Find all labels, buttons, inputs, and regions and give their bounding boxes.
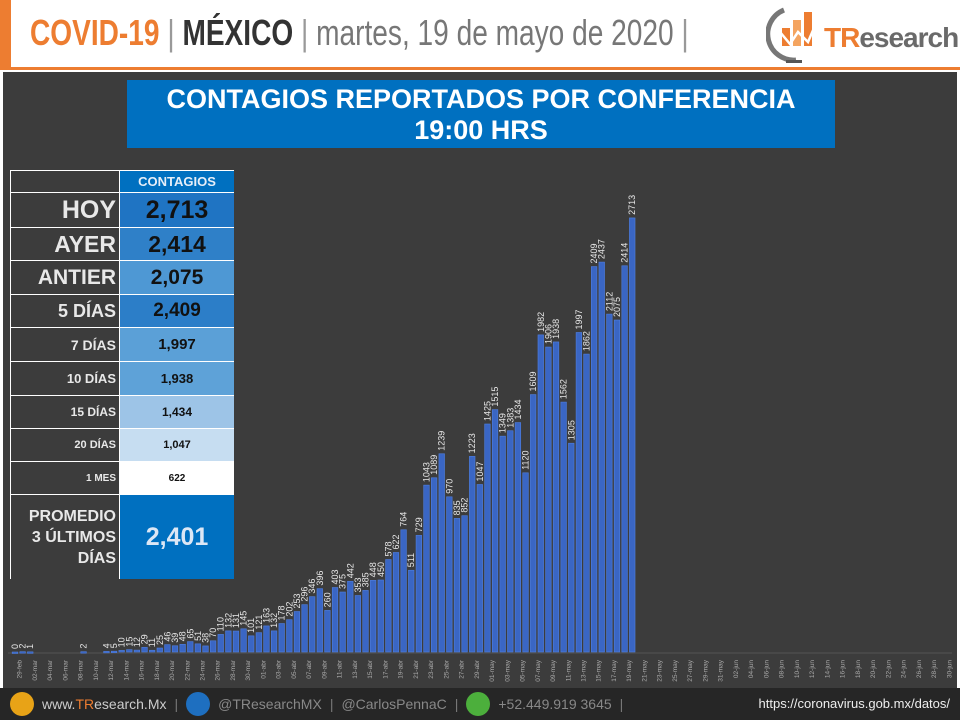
twitter-icon [186,692,211,716]
kpi-row: 5 DÍAS 2,409 [11,295,234,328]
title-separator: | [167,12,175,53]
kpi-row-value: 1,938 [120,362,234,395]
kpi-row-value: 2,713 [120,193,234,227]
kpi-row: HOY 2,713 [11,193,234,228]
kpi-row: 15 DÍAS 1,434 [11,396,234,429]
kpi-row-label: 5 DÍAS [11,295,120,327]
logo-text: TResearch [824,22,959,54]
kpi-header-empty [11,171,120,192]
kpi-row-value: 2,414 [120,228,234,260]
footer-separator: | [454,696,459,712]
kpi-average-row: PROMEDIO 3 ÚLTIMOS DÍAS 2,401 [11,495,234,579]
title-separator: | [301,12,309,53]
kpi-table: CONTAGIOS HOY 2,713 AYER 2,414 ANTIER 2,075 5 … [10,170,234,579]
tresearch-logo: TResearch [765,2,960,64]
website-prefix: www. [42,696,76,712]
footer: www.TResearch.Mx | @TResearchMX | @Carlo… [0,688,960,720]
title-separator: | [681,12,689,53]
website-tr: TR [75,696,95,712]
globe-icon [10,692,34,716]
logo-text-tr: TR [824,22,860,53]
kpi-row-value: 2,409 [120,295,234,327]
chart-title-line2: 19:00 HRS [414,115,548,145]
kpi-row-label: 20 DÍAS [11,429,120,461]
chart-title-line1: CONTAGIOS REPORTADOS POR CONFERENCIA [166,84,796,114]
kpi-row: 1 MES 622 [11,462,234,495]
footer-separator: | [329,696,334,712]
kpi-row-value: 2,075 [120,261,234,294]
logo-chart-icon [765,7,822,63]
footer-source-url[interactable]: https://coronavirus.gob.mx/datos/ [758,696,950,711]
footer-phone: +52.449.919 3645 [498,696,612,712]
logo-text-rest: esearch [859,22,959,53]
kpi-row-value: 622 [120,462,234,494]
title-date: martes, 19 de mayo de 2020 [316,12,674,53]
title-covid: COVID-19 [30,12,160,53]
kpi-average-label: PROMEDIO 3 ÚLTIMOS DÍAS [11,495,120,579]
kpi-row-label: ANTIER [11,261,120,294]
kpi-row-label: 15 DÍAS [11,396,120,428]
kpi-header-row: CONTAGIOS [11,170,234,193]
title-country: MÉXICO [182,12,294,53]
kpi-row: 10 DÍAS 1,938 [11,362,234,396]
kpi-row: 7 DÍAS 1,997 [11,328,234,362]
kpi-row: ANTIER 2,075 [11,261,234,295]
whatsapp-icon [466,692,491,716]
kpi-row-label: AYER [11,228,120,260]
page-title: COVID-19 | MÉXICO | martes, 19 de mayo d… [30,12,689,54]
kpi-row-value: 1,997 [120,328,234,361]
kpi-row-value: 1,434 [120,396,234,428]
kpi-column-header: CONTAGIOS [120,171,234,192]
kpi-row: 20 DÍAS 1,047 [11,429,234,462]
kpi-average-value: 2,401 [120,495,234,579]
footer-twitter[interactable]: @TResearchMX [218,696,322,712]
footer-twitter2[interactable]: @CarlosPennaC [341,696,447,712]
average-label-line: DÍAS [77,549,116,567]
kpi-row-label: 1 MES [11,462,120,494]
footer-website[interactable]: www.TResearch.Mx [42,696,166,712]
average-label-line: PROMEDIO [28,507,116,525]
kpi-row-label: HOY [11,193,120,227]
kpi-row: AYER 2,414 [11,228,234,261]
header-accent-bar [0,0,11,70]
kpi-row-value: 1,047 [120,429,234,461]
website-rest: esearch.Mx [94,696,167,712]
kpi-row-label: 10 DÍAS [11,362,120,395]
footer-separator: | [174,696,179,712]
header: COVID-19 | MÉXICO | martes, 19 de mayo d… [0,0,960,70]
average-label-line: 3 ÚLTIMOS [31,528,116,546]
footer-contacts: www.TResearch.Mx | @TResearchMX | @Carlo… [10,688,623,720]
footer-separator: | [619,696,624,712]
chart-title: CONTAGIOS REPORTADOS POR CONFERENCIA 19:… [127,80,835,148]
kpi-row-label: 7 DÍAS [11,328,120,361]
